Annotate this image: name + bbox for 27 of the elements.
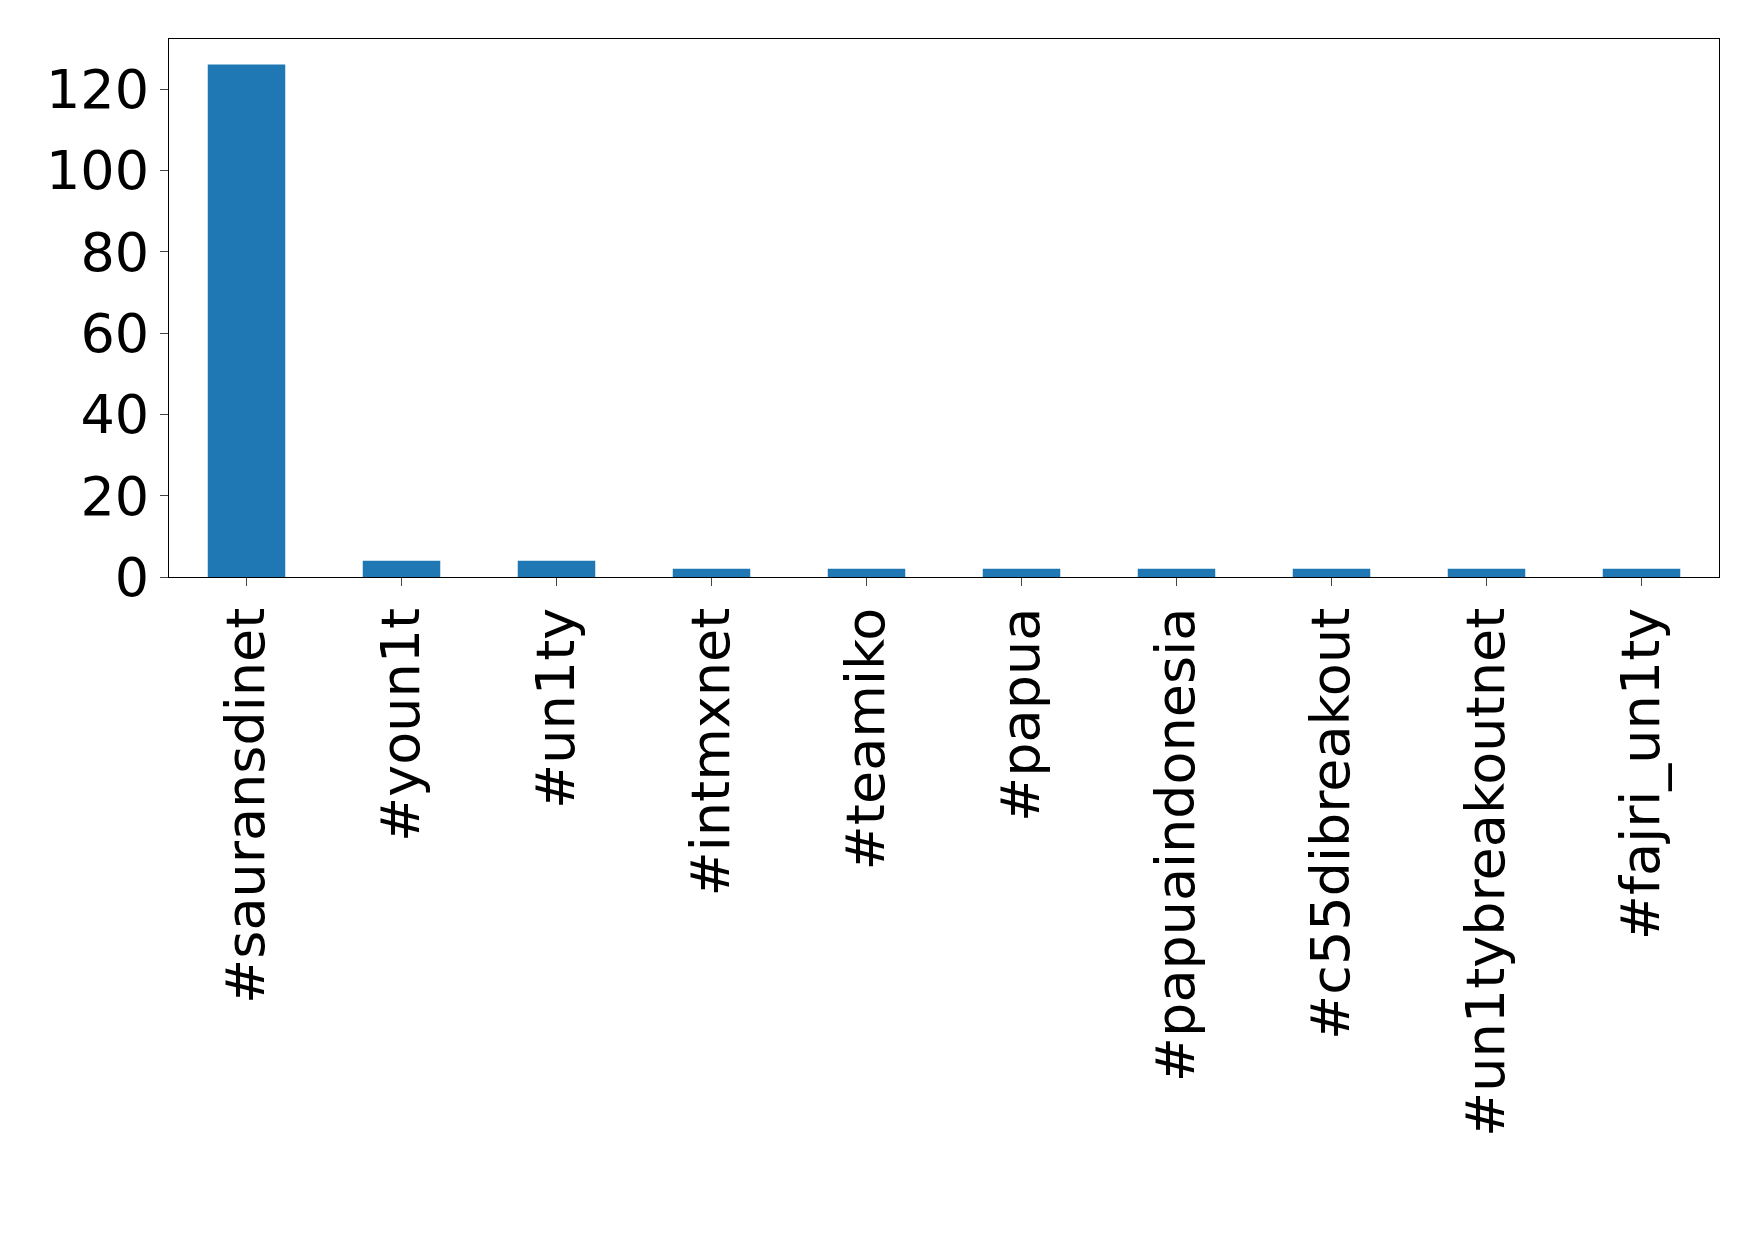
x-tick-label: #intmxnet xyxy=(679,607,743,897)
x-tick-label: #youn1t xyxy=(369,607,433,842)
x-tick-label: #papua xyxy=(989,607,1053,822)
bar xyxy=(1292,568,1371,577)
bar xyxy=(362,560,441,577)
x-tick-label: #teamiko xyxy=(834,607,898,871)
bar xyxy=(827,568,906,577)
y-tick-label: 80 xyxy=(80,220,150,284)
bar xyxy=(982,568,1061,577)
y-tick-label: 60 xyxy=(80,301,150,365)
bar xyxy=(1137,568,1216,577)
y-tick-label: 120 xyxy=(46,57,150,121)
bar xyxy=(517,560,596,577)
x-tick-label: #sauransdinet xyxy=(214,607,278,1004)
bar xyxy=(672,568,751,577)
y-tick-label: 40 xyxy=(80,383,150,447)
bar xyxy=(1602,568,1681,577)
bar xyxy=(207,64,286,577)
x-tick-label: #un1ty xyxy=(524,607,588,809)
y-tick-label: 100 xyxy=(46,139,150,203)
y-tick-label: 0 xyxy=(114,545,150,609)
x-tick-label: #fajri_un1ty xyxy=(1609,607,1673,941)
x-tick-label: #un1tybreakoutnet xyxy=(1454,607,1518,1137)
bar xyxy=(1447,568,1526,577)
x-tick-label: #c55dibreakout xyxy=(1299,607,1363,1041)
x-tick-label: #papuaindonesia xyxy=(1144,607,1208,1083)
y-tick-label: 20 xyxy=(80,464,150,528)
